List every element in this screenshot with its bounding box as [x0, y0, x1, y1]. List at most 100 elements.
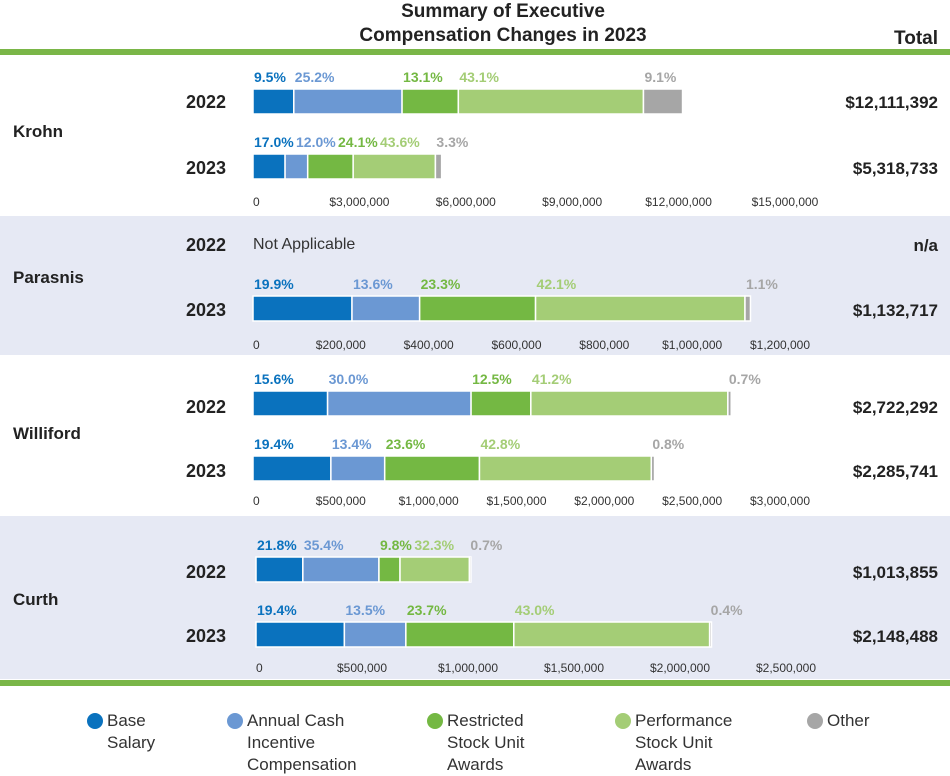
tick-label-krohn-3: $9,000,000 — [542, 195, 602, 209]
bar-segment-curth-2023-base_salary — [255, 621, 346, 648]
bar-segment-parasnis-2023-restricted_stock_units — [418, 295, 537, 322]
legend-label-other: Other — [827, 710, 950, 732]
executive-name-curth: Curth — [13, 590, 59, 609]
pct-label-parasnis-2023-performance_stock_units: 42.1% — [537, 276, 577, 292]
bar-segment-parasnis-2023-base_salary — [252, 295, 353, 322]
legend-label-performance_stock_units: Performance Stock Unit Awards — [635, 710, 795, 776]
tick-label-krohn-0: 0 — [253, 195, 260, 209]
tick-label-williford-1: $500,000 — [316, 494, 366, 508]
tick-label-williford-3: $1,500,000 — [486, 494, 546, 508]
pct-label-krohn-2023-performance_stock_units: 43.6% — [380, 134, 420, 150]
tick-label-williford-5: $2,500,000 — [662, 494, 722, 508]
section-band-curth — [0, 516, 950, 679]
bar-segment-williford-2022-other — [727, 390, 732, 417]
legend-dot-annual_cash_incentive — [227, 713, 243, 729]
bar-segment-curth-2023-other — [708, 621, 713, 648]
bar-segment-curth-2022-restricted_stock_units — [378, 556, 401, 583]
bar-segment-curth-2022-base_salary — [255, 556, 304, 583]
bar-segment-williford-2022-annual_cash_incentive — [326, 390, 472, 417]
year-label-parasnis-2022: 2022 — [185, 235, 226, 255]
pct-label-williford-2023-base_salary: 19.4% — [254, 436, 294, 452]
bar-segment-krohn-2023-annual_cash_incentive — [284, 153, 309, 180]
legend-dot-restricted_stock_units — [427, 713, 443, 729]
year-label-williford-2022: 2022 — [185, 397, 226, 417]
bar-segment-parasnis-2023-performance_stock_units — [534, 295, 746, 322]
not-applicable-parasnis-2022: Not Applicable — [253, 236, 356, 253]
legend-label-restricted_stock_units-line3: Awards — [447, 755, 504, 774]
year-label-parasnis-2023: 2023 — [185, 300, 226, 320]
year-label-williford-2023: 2023 — [185, 461, 226, 481]
pct-label-curth-2023-base_salary: 19.4% — [257, 602, 297, 618]
pct-label-curth-2022-performance_stock_units: 32.3% — [414, 537, 454, 553]
pct-label-curth-2022-annual_cash_incentive: 35.4% — [304, 537, 344, 553]
bar-segment-williford-2023-annual_cash_incentive — [330, 455, 386, 482]
chart-title-line2: Compensation Changes in 2023 — [359, 25, 647, 46]
total-parasnis-2022: n/a — [913, 236, 938, 255]
executive-name-parasnis: Parasnis — [13, 268, 84, 287]
bar-segment-williford-2022-performance_stock_units — [530, 390, 729, 417]
chart-title: Summary of Executive Compensation Change… — [270, 0, 736, 48]
legend-label-restricted_stock_units-line2: Stock Unit — [447, 733, 525, 752]
legend-label-performance_stock_units-line3: Awards — [635, 755, 692, 774]
bar-segment-krohn-2023-performance_stock_units — [352, 153, 437, 180]
tick-label-curth-2: $1,000,000 — [438, 661, 498, 675]
legend-label-other-line1: Other — [827, 711, 870, 730]
tick-label-parasnis-5: $1,000,000 — [662, 338, 722, 352]
bar-segment-krohn-2023-restricted_stock_units — [306, 153, 354, 180]
pct-label-curth-2023-restricted_stock_units: 23.7% — [407, 602, 447, 618]
tick-label-krohn-2: $6,000,000 — [436, 195, 496, 209]
pct-label-williford-2022-annual_cash_incentive: 30.0% — [329, 371, 369, 387]
year-label-curth-2023: 2023 — [185, 626, 226, 646]
executive-name-krohn: Krohn — [13, 122, 64, 141]
bottom-rule — [0, 680, 950, 686]
bar-segment-krohn-2023-other — [434, 153, 443, 180]
pct-label-williford-2023-performance_stock_units: 42.8% — [480, 436, 520, 452]
pct-label-krohn-2023-base_salary: 17.0% — [254, 134, 294, 150]
pct-label-curth-2023-annual_cash_incentive: 13.5% — [345, 602, 385, 618]
section-band-parasnis — [0, 216, 950, 355]
bar-segment-krohn-2022-annual_cash_incentive — [293, 88, 403, 115]
bar-segment-parasnis-2023-annual_cash_incentive — [351, 295, 421, 322]
total-column-header: Total — [894, 28, 938, 49]
pct-label-williford-2022-performance_stock_units: 41.2% — [532, 371, 572, 387]
pct-label-parasnis-2023-restricted_stock_units: 23.3% — [421, 276, 461, 292]
tick-label-curth-3: $1,500,000 — [544, 661, 604, 675]
tick-label-curth-5: $2,500,000 — [756, 661, 816, 675]
legend-label-performance_stock_units-line2: Stock Unit — [635, 733, 713, 752]
pct-label-parasnis-2023-other: 1.1% — [746, 276, 778, 292]
tick-label-williford-4: $2,000,000 — [574, 494, 634, 508]
legend-label-annual_cash_incentive-line3: Compensation — [247, 755, 357, 774]
tick-label-curth-1: $500,000 — [337, 661, 387, 675]
tick-label-krohn-5: $15,000,000 — [752, 195, 819, 209]
bar-segment-krohn-2023-base_salary — [252, 153, 286, 180]
pct-label-williford-2022-other: 0.7% — [729, 371, 761, 387]
bar-segment-krohn-2022-restricted_stock_units — [401, 88, 460, 115]
legend-label-base_salary-line2: Salary — [107, 733, 156, 752]
bar-segment-curth-2023-performance_stock_units — [513, 621, 711, 648]
pct-label-krohn-2022-restricted_stock_units: 13.1% — [403, 69, 443, 85]
pct-label-curth-2023-performance_stock_units: 43.0% — [515, 602, 555, 618]
year-label-krohn-2022: 2022 — [185, 92, 226, 112]
bar-segment-williford-2022-restricted_stock_units — [470, 390, 532, 417]
tick-label-parasnis-6: $1,200,000 — [750, 338, 810, 352]
total-curth-2023: $2,148,488 — [852, 627, 938, 646]
top-rule — [0, 49, 950, 55]
legend-label-restricted_stock_units-line1: Restricted — [447, 711, 524, 730]
pct-label-williford-2023-restricted_stock_units: 23.6% — [386, 436, 426, 452]
bar-segment-williford-2023-other — [650, 455, 656, 482]
bar-segment-parasnis-2023-other — [744, 295, 752, 322]
pct-label-krohn-2023-annual_cash_incentive: 12.0% — [296, 134, 336, 150]
pct-label-williford-2023-other: 0.8% — [652, 436, 684, 452]
tick-label-parasnis-0: 0 — [253, 338, 260, 352]
tick-label-parasnis-2: $400,000 — [404, 338, 454, 352]
executive-name-williford: Williford — [13, 424, 81, 443]
tick-label-williford-6: $3,000,000 — [750, 494, 810, 508]
pct-label-krohn-2022-base_salary: 9.5% — [254, 69, 286, 85]
pct-label-williford-2022-base_salary: 15.6% — [254, 371, 294, 387]
bar-segment-curth-2022-annual_cash_incentive — [302, 556, 380, 583]
pct-label-curth-2023-other: 0.4% — [711, 602, 743, 618]
bar-segment-curth-2022-performance_stock_units — [399, 556, 471, 583]
bar-segment-williford-2023-base_salary — [252, 455, 332, 482]
